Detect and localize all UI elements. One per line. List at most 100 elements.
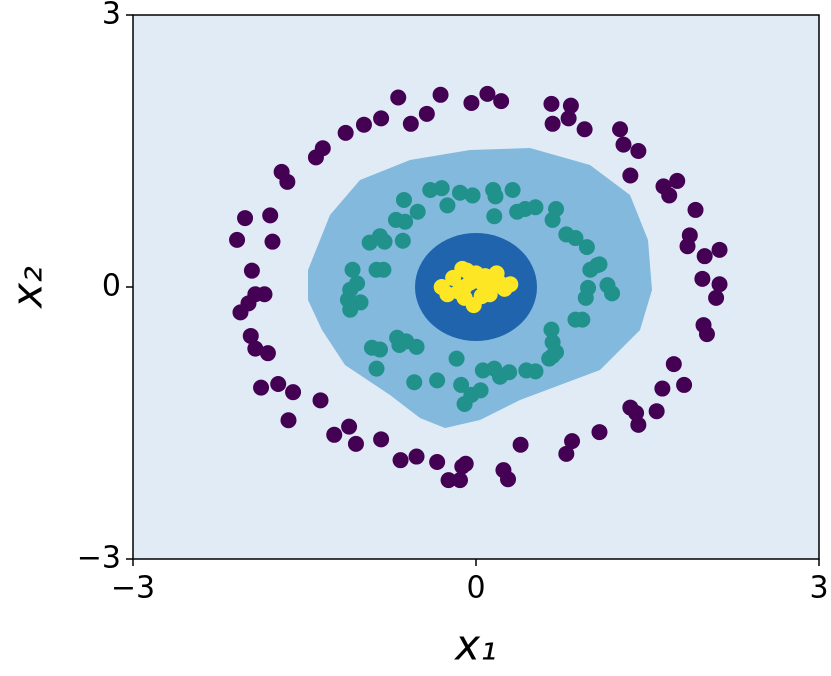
point — [440, 472, 457, 489]
point — [342, 301, 359, 318]
point — [453, 376, 470, 393]
point — [391, 337, 408, 354]
point — [408, 338, 425, 355]
point — [253, 379, 270, 396]
point — [406, 374, 423, 391]
point — [630, 143, 647, 159]
point — [543, 95, 560, 112]
point — [669, 172, 686, 189]
point — [408, 448, 425, 465]
point — [373, 431, 390, 448]
point — [696, 248, 713, 265]
point — [527, 363, 544, 380]
point — [500, 471, 517, 488]
point — [558, 445, 575, 462]
point — [451, 472, 468, 489]
point — [687, 201, 704, 218]
point — [708, 289, 725, 306]
point — [395, 191, 412, 208]
point — [661, 187, 678, 204]
point — [307, 149, 324, 166]
point — [409, 203, 426, 220]
point — [433, 180, 450, 197]
point — [397, 213, 414, 230]
point — [567, 311, 584, 328]
point — [247, 340, 264, 357]
point — [481, 286, 498, 303]
y-tick-label: 3 — [102, 0, 121, 32]
y-tick-label: −3 — [77, 541, 121, 576]
point — [612, 121, 629, 138]
point — [504, 181, 521, 198]
point — [355, 116, 372, 133]
point — [375, 261, 392, 278]
x-tick-label: 0 — [466, 571, 485, 606]
point — [259, 345, 276, 362]
point — [361, 234, 378, 251]
point — [429, 453, 446, 470]
point — [648, 403, 665, 420]
point — [454, 260, 471, 277]
x-axis-label: x₁ — [453, 621, 497, 670]
point — [463, 94, 480, 111]
point — [280, 412, 297, 429]
point — [432, 86, 449, 103]
point — [237, 210, 254, 227]
point — [368, 360, 385, 377]
point — [229, 231, 246, 248]
point — [418, 105, 435, 122]
point — [373, 110, 390, 127]
point — [564, 433, 581, 450]
point — [279, 173, 296, 190]
point — [479, 85, 496, 102]
point — [711, 276, 728, 293]
point — [376, 233, 393, 250]
point — [242, 327, 259, 344]
point — [402, 115, 419, 132]
point — [679, 238, 696, 255]
point — [439, 197, 456, 214]
point — [285, 384, 302, 401]
point — [457, 455, 474, 472]
point — [567, 230, 584, 247]
point — [486, 208, 503, 225]
point — [615, 136, 632, 153]
point — [262, 207, 279, 224]
point — [270, 376, 287, 393]
point — [548, 344, 565, 361]
point — [560, 110, 577, 127]
point — [698, 326, 715, 343]
point — [232, 304, 249, 321]
point — [501, 364, 518, 381]
point — [390, 89, 407, 106]
point — [577, 289, 594, 306]
point — [429, 372, 446, 389]
point — [392, 452, 409, 469]
x-tick-label: −3 — [111, 571, 155, 606]
point — [256, 286, 273, 303]
point — [371, 341, 388, 358]
point — [243, 262, 260, 279]
point — [578, 239, 595, 256]
y-tick-label: 0 — [102, 269, 121, 304]
point — [326, 426, 343, 443]
point — [630, 416, 647, 433]
point — [465, 297, 482, 314]
point — [464, 187, 481, 204]
point — [337, 124, 354, 141]
point — [654, 380, 671, 397]
point — [312, 392, 329, 409]
y-axis-label: x₂ — [3, 266, 52, 310]
point — [488, 265, 505, 282]
point — [711, 241, 728, 258]
point — [347, 435, 364, 452]
point — [493, 93, 510, 110]
points — [229, 85, 728, 489]
point — [448, 350, 465, 367]
point — [665, 356, 682, 373]
point — [576, 121, 593, 138]
point — [694, 270, 711, 287]
point — [544, 211, 561, 228]
point — [451, 184, 468, 201]
point — [676, 376, 693, 393]
